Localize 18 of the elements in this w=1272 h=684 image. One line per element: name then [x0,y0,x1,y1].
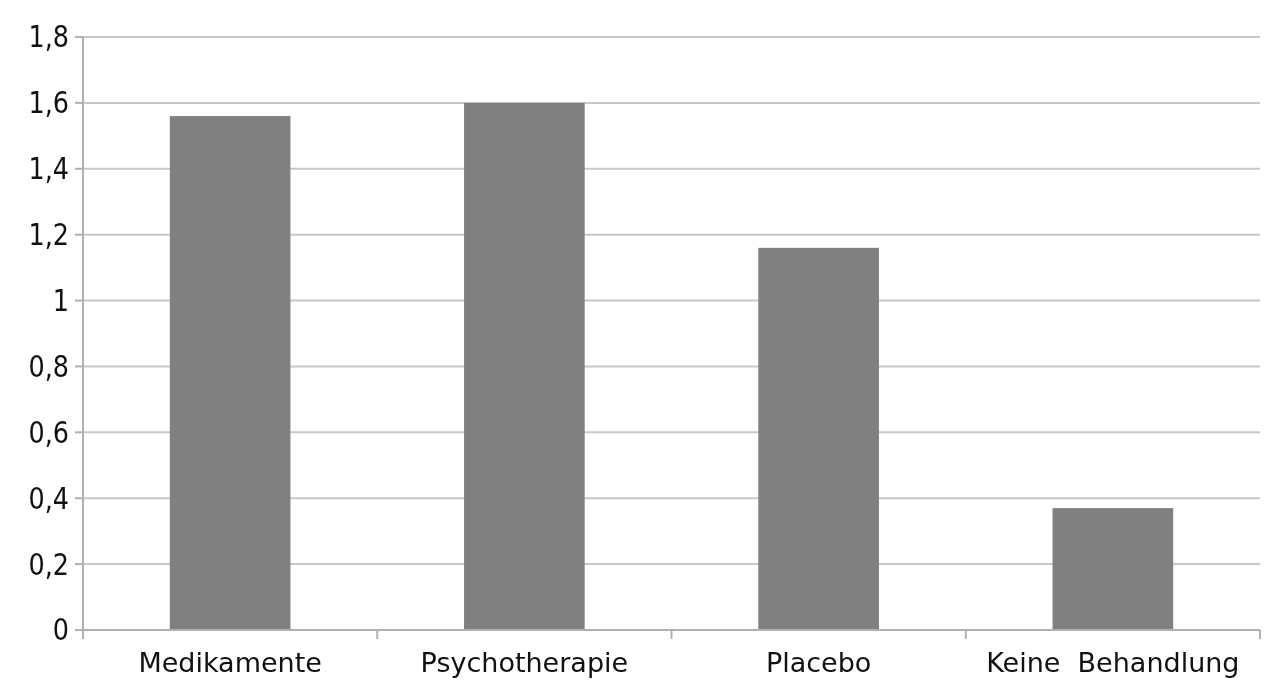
y-tick-label: 0,6 [28,414,69,451]
y-tick-label: 1 [52,283,69,319]
y-tick-label: 0,8 [28,348,69,385]
bar [1052,508,1174,630]
y-tick-label: 1,6 [28,85,69,121]
y-tick-label: 0,2 [28,546,69,583]
y-tick-label: 0 [52,612,69,649]
y-tick-label: 1,2 [28,217,69,253]
y-tick-label: 0,4 [28,480,69,517]
x-tick-label: Placebo [765,647,872,678]
x-tick-label: Medikamente [138,647,322,678]
y-tick-label: 1,8 [28,19,69,56]
bar [464,102,585,630]
x-tick-label: Psychotherapie [420,647,629,678]
bar [758,247,879,630]
bar [169,116,291,630]
y-tick-label: 1,4 [28,151,69,187]
x-tick-label: Keine Behandlung [986,647,1240,678]
